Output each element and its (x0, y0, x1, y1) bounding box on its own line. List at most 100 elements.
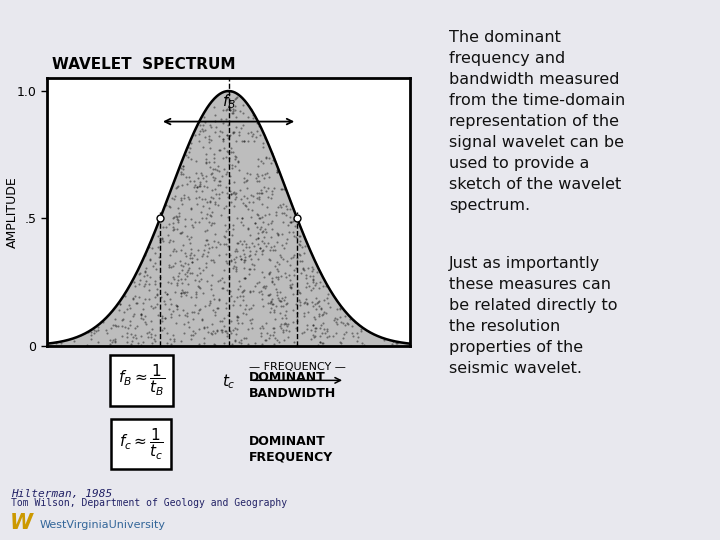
Point (320, 332, 332, 341)
Point (204, 144, 216, 152)
Point (210, 329, 221, 338)
Point (171, 183, 182, 192)
Point (245, 231, 256, 239)
Point (266, 189, 278, 198)
Point (269, 242, 280, 251)
Text: WAVELET  SPECTRUM: WAVELET SPECTRUM (52, 57, 235, 72)
Point (212, 303, 224, 312)
Point (204, 218, 215, 226)
Point (193, 277, 204, 286)
Point (199, 246, 210, 254)
Point (181, 172, 192, 181)
Point (238, 264, 249, 272)
Point (392, 338, 404, 346)
Point (266, 242, 277, 251)
Point (189, 180, 201, 189)
Point (330, 318, 342, 326)
Point (249, 219, 261, 227)
Point (177, 162, 189, 171)
Point (258, 301, 269, 310)
Point (226, 231, 238, 239)
Point (243, 137, 254, 145)
Point (152, 285, 163, 294)
Point (280, 210, 292, 219)
Point (165, 313, 176, 322)
Point (268, 340, 279, 348)
Point (263, 269, 274, 278)
Point (184, 253, 196, 262)
Point (175, 229, 186, 238)
Point (284, 218, 295, 227)
Point (184, 195, 195, 204)
Point (219, 314, 230, 322)
Point (143, 242, 154, 251)
Point (174, 256, 186, 265)
Point (170, 300, 181, 309)
Point (307, 284, 319, 292)
Point (198, 334, 210, 342)
Point (265, 159, 276, 167)
Point (251, 133, 262, 141)
Point (192, 282, 204, 291)
Point (159, 313, 171, 322)
Point (205, 281, 217, 289)
Point (267, 156, 279, 164)
Point (266, 276, 277, 285)
Point (310, 331, 321, 340)
Point (121, 338, 132, 347)
Point (344, 315, 356, 323)
Point (238, 245, 249, 254)
Point (217, 284, 228, 293)
Point (307, 302, 319, 310)
Point (179, 288, 190, 297)
Point (310, 323, 322, 332)
Point (262, 238, 274, 247)
Point (145, 301, 156, 310)
Point (140, 295, 151, 303)
Point (186, 245, 197, 253)
Point (231, 316, 243, 325)
Point (197, 315, 208, 324)
Point (246, 239, 258, 247)
Point (186, 268, 197, 277)
Point (241, 176, 253, 185)
Point (256, 267, 268, 276)
Point (190, 218, 202, 227)
Point (309, 323, 320, 332)
Point (256, 188, 268, 197)
Point (256, 250, 268, 259)
Point (197, 126, 209, 135)
Point (235, 254, 247, 263)
Point (271, 211, 282, 219)
Point (199, 241, 211, 249)
Point (387, 337, 398, 346)
Point (215, 275, 226, 284)
Point (230, 245, 242, 254)
Point (143, 333, 154, 341)
Point (231, 311, 243, 320)
Point (213, 146, 225, 155)
Point (125, 330, 137, 339)
Point (138, 338, 149, 347)
Point (269, 314, 280, 323)
Point (245, 288, 256, 297)
Point (119, 308, 130, 316)
Point (178, 320, 189, 328)
Point (193, 218, 204, 226)
Point (260, 336, 271, 345)
Point (298, 249, 310, 258)
Point (207, 271, 218, 279)
Point (277, 254, 289, 263)
Point (168, 225, 180, 233)
Point (335, 318, 346, 327)
Point (283, 227, 294, 236)
Point (291, 264, 302, 273)
Point (149, 280, 161, 289)
Point (302, 300, 313, 308)
Point (237, 287, 248, 295)
Text: Tom Wilson, Department of Geology and Geography: Tom Wilson, Department of Geology and Ge… (11, 498, 287, 508)
Point (327, 332, 338, 341)
Point (271, 228, 282, 237)
Point (117, 331, 128, 340)
Point (260, 282, 271, 291)
